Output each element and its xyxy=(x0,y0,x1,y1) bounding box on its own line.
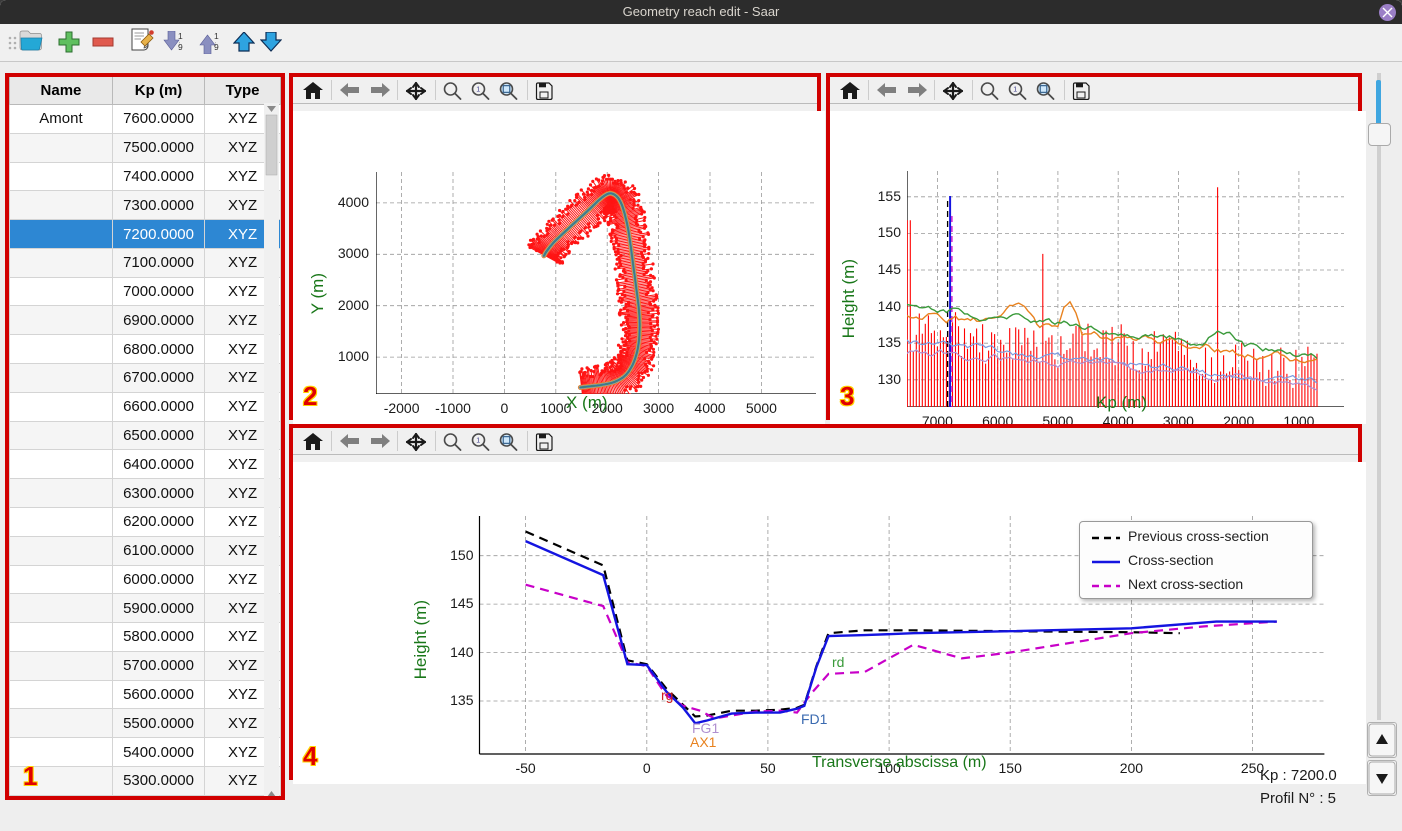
svg-text:1: 1 xyxy=(1013,87,1017,94)
svg-text:1: 1 xyxy=(214,31,219,41)
svg-text:1: 1 xyxy=(476,87,480,94)
svg-text:1: 1 xyxy=(476,438,480,445)
svg-text:1: 1 xyxy=(178,31,183,41)
